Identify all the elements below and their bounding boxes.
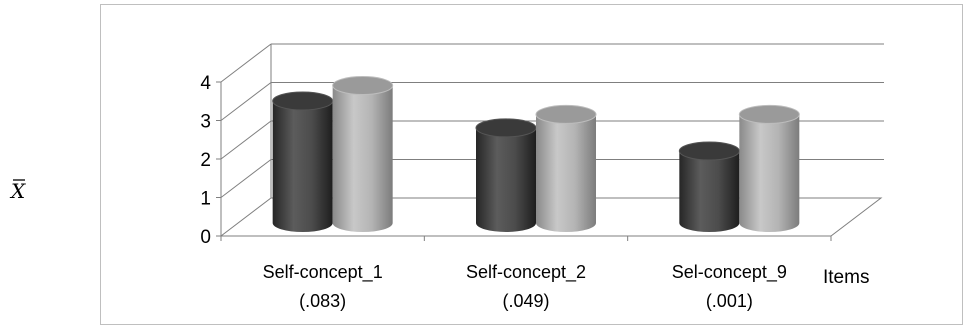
bar-top xyxy=(535,104,597,124)
bar-body xyxy=(536,114,596,232)
bars xyxy=(272,76,800,232)
category-label: Self-concept_2 xyxy=(466,262,586,283)
bar-body xyxy=(272,100,333,232)
bar-cylinder xyxy=(475,118,537,232)
bar-top xyxy=(738,104,800,124)
category-label: Sel-concept_9 xyxy=(672,262,787,283)
axes xyxy=(216,44,883,241)
category-sublabel: (.001) xyxy=(706,291,753,311)
y-tick-labels: 0 1 2 3 4 xyxy=(200,73,211,248)
gridline-wall xyxy=(220,120,272,160)
bar-body xyxy=(476,127,536,232)
bar-cylinder xyxy=(332,76,394,232)
x-axis-title: Items xyxy=(823,267,869,288)
gridline-wall xyxy=(220,82,272,121)
y-tick-label: 3 xyxy=(200,112,211,133)
bar-top xyxy=(678,141,740,161)
bar-body xyxy=(739,114,800,232)
y-tick-label: 0 xyxy=(200,227,211,248)
bar-body xyxy=(679,151,740,232)
y-axis-title-text: X xyxy=(9,179,26,203)
gridline-wall xyxy=(220,159,272,198)
bar-top xyxy=(475,118,537,138)
y-tick-label: 2 xyxy=(200,150,211,171)
bar-top xyxy=(272,91,334,111)
gridline-wall xyxy=(220,43,272,83)
category-sublabel: (.083) xyxy=(299,291,346,311)
y-tick-label: 4 xyxy=(200,73,211,94)
category-labels: Self-concept_1 (.083) Self-concept_2 (.049)… xyxy=(263,262,787,311)
y-tick-label: 1 xyxy=(200,189,211,210)
y-axis-title: X xyxy=(9,179,26,203)
category-label: Self-concept_1 xyxy=(263,262,383,283)
bar-cylinder xyxy=(272,91,334,232)
category-sublabel: (.049) xyxy=(502,291,549,311)
bar-top xyxy=(332,76,394,96)
bar-cylinder xyxy=(678,141,740,232)
bar-body xyxy=(332,85,393,232)
bar-cylinder xyxy=(535,104,597,232)
bar-cylinder xyxy=(738,104,800,232)
